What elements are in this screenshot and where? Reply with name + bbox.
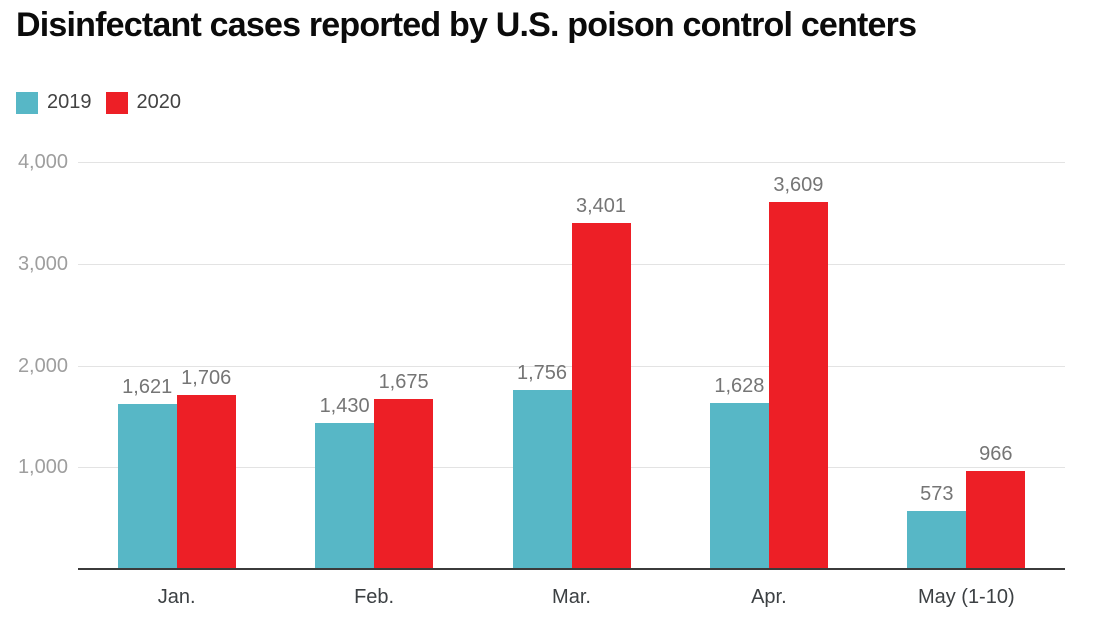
bar-2020-feb- [374,398,434,569]
legend-item-2019: 2019 [16,91,92,114]
legend-swatch-2020 [105,91,128,114]
x-axis-line [78,568,1065,570]
bar-value-label: 1,621 [122,376,173,399]
bar-2019-jan- [117,404,177,569]
x-axis-label: May (1-10) [917,586,1015,608]
bar-value-label: 1,430 [319,395,370,418]
legend-item-2020: 2020 [105,91,182,114]
y-axis-tick-label: 4,000 [17,151,68,173]
bar-value-label: 1,675 [378,370,429,393]
x-axis-label: Mar. [552,586,591,608]
bar-2019-feb- [315,423,375,569]
bar-value-label: 966 [979,442,1013,465]
x-axis-label: Feb. [354,586,395,608]
x-axis-label: Jan. [157,586,196,608]
bar-2020-jan- [176,395,236,569]
bar-value-label: 1,756 [516,362,568,385]
gridline [78,162,1065,163]
bar-2020-apr- [768,201,828,569]
x-axis-label: Apr. [751,586,787,608]
legend-label-2020: 2020 [136,91,182,113]
legend-swatch-2019 [16,91,38,114]
y-axis-tick-label: 2,000 [17,354,68,377]
y-axis-tick-label: 1,000 [17,456,68,479]
bar-2020-may-1-10- [966,470,1026,569]
bar-2019-apr- [709,403,769,569]
bar-2019-may-1-10- [907,510,967,569]
bar-value-label: 3,609 [773,173,824,196]
bar-2020-mar- [571,222,631,569]
bar-value-label: 3,401 [575,194,627,217]
chart-title: Disinfectant cases reported by U.S. pois… [16,6,917,44]
legend-label-2019: 2019 [47,91,92,113]
y-axis-tick-label: 3,000 [17,252,68,275]
bar-value-label: 573 [920,482,954,505]
bar-value-label: 1,628 [714,375,765,398]
bar-value-label: 1,706 [181,367,232,390]
legend: 2019 2020 [16,91,181,114]
bar-2019-mar- [512,390,572,569]
